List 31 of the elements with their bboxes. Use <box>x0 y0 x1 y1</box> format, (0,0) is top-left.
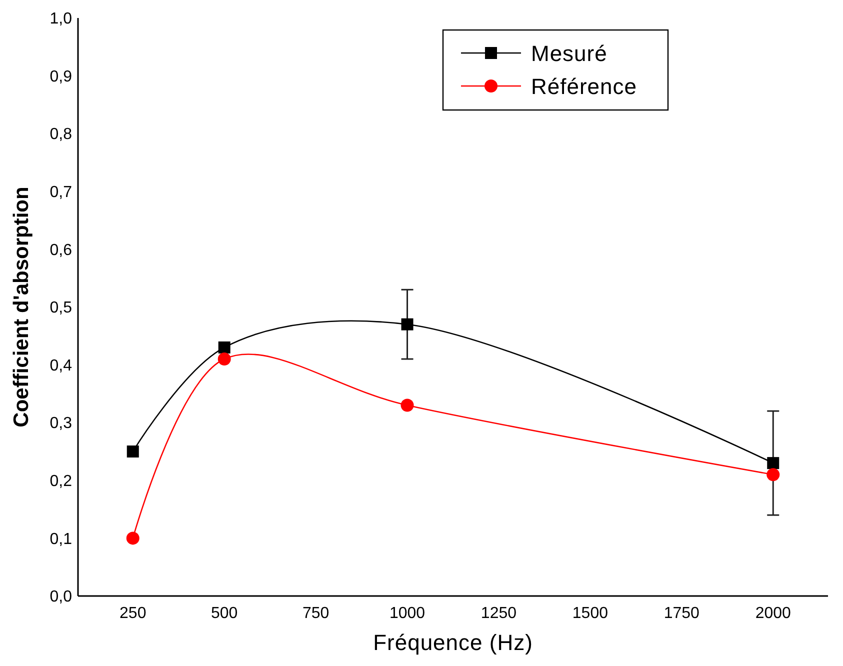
point <box>401 318 414 330</box>
y-tick-label: 0,9 <box>50 68 72 86</box>
x-tick-label: 750 <box>302 605 330 622</box>
y-tick-label: 1,0 <box>50 10 72 28</box>
x-tick-label: 1000 <box>389 605 426 622</box>
y-tick-label: 0,2 <box>50 473 72 490</box>
x-tick-label: 1250 <box>480 605 517 622</box>
legend-label: Mesuré <box>531 41 608 66</box>
legend-label: Référence <box>531 74 638 99</box>
point <box>218 341 230 354</box>
y-tick-label: 0,8 <box>50 126 72 144</box>
y-tick-label: 0,4 <box>50 357 72 374</box>
y-tick-label: 0,7 <box>50 184 72 201</box>
point <box>766 468 780 482</box>
point <box>767 457 780 470</box>
x-tick-label: 250 <box>120 605 146 622</box>
point <box>126 446 139 458</box>
x-axis-title: Fréquence (Hz) <box>373 630 533 655</box>
x-tick-label: 2000 <box>755 605 792 622</box>
y-tick-label: 0,0 <box>50 588 72 606</box>
x-tick-label: 500 <box>210 605 238 622</box>
point <box>126 532 140 545</box>
point <box>218 352 231 366</box>
y-axis-title: Coefficient d'absorption <box>10 186 33 428</box>
x-tick-label: 1500 <box>572 605 608 622</box>
y-tick-label: 0,6 <box>50 242 72 259</box>
y-tick-label: 0,1 <box>50 530 72 548</box>
y-tick-label: 0,5 <box>50 300 72 317</box>
point <box>400 398 414 412</box>
y-tick-label: 0,3 <box>50 415 72 432</box>
x-tick-label: 1750 <box>664 605 700 622</box>
